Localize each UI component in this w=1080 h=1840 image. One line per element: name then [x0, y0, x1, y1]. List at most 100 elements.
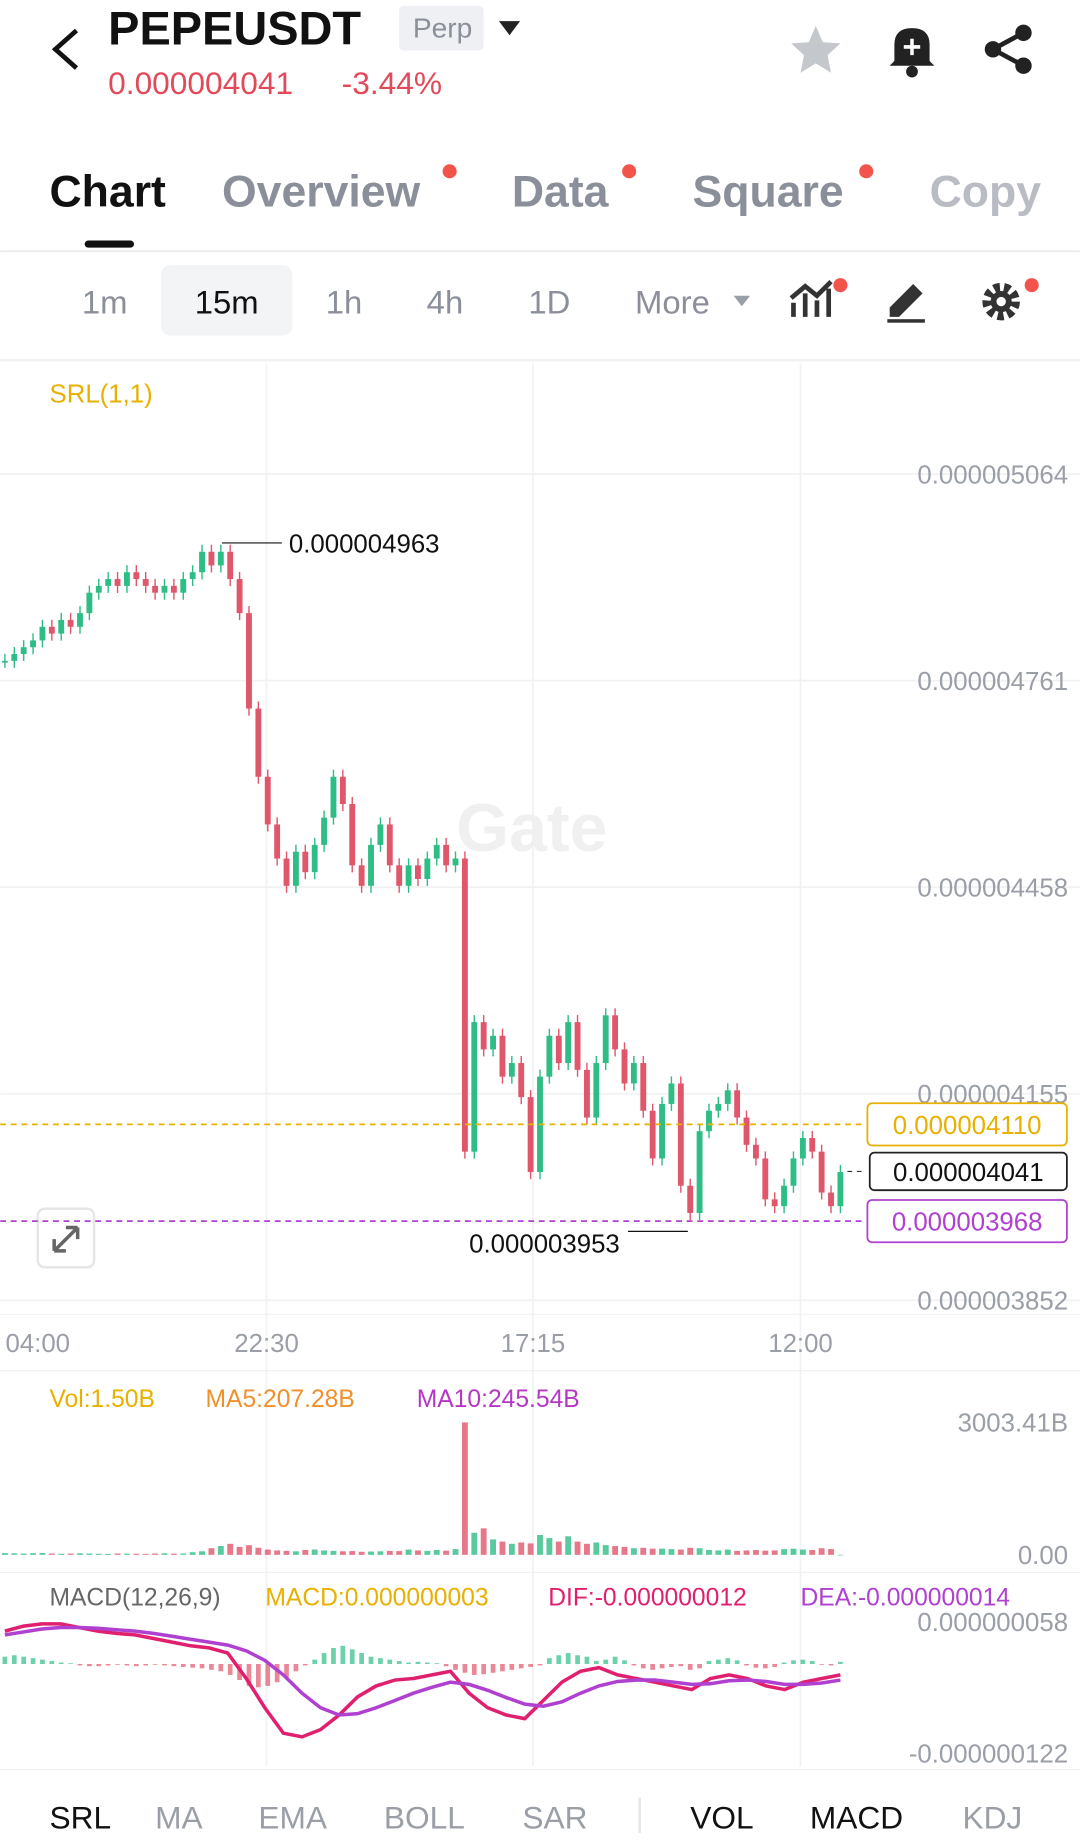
candle: [292, 851, 299, 886]
volume-bar: [630, 1548, 637, 1555]
candle: [696, 1131, 703, 1213]
candle: [828, 1192, 834, 1207]
indicator-icon[interactable]: [789, 278, 848, 317]
macd-bar: [321, 1653, 327, 1664]
volume-bar: [189, 1552, 196, 1555]
interval[interactable]: 1D: [528, 283, 570, 320]
candle: [236, 579, 243, 614]
candle: [377, 824, 384, 845]
candle: [584, 1069, 590, 1118]
x-tick-label: 04:00: [5, 1330, 70, 1358]
volume-bar: [828, 1549, 834, 1555]
macd-bar: [349, 1649, 355, 1664]
y-tick-label: 0.000004761: [917, 668, 1068, 696]
volume-bar: [114, 1553, 121, 1555]
macd-bar: [640, 1663, 646, 1669]
favorite-icon[interactable]: [791, 25, 841, 73]
macd-bar: [96, 1663, 102, 1667]
macd-bar: [87, 1663, 92, 1667]
macd-legend: MACD:0.000000003: [265, 1584, 488, 1611]
candle: [170, 585, 177, 593]
volume-bar: [818, 1548, 825, 1555]
settings-icon[interactable]: [982, 278, 1039, 321]
candle: [687, 1185, 694, 1213]
macd-bar: [453, 1663, 458, 1670]
interval[interactable]: 1h: [326, 283, 363, 320]
indicator-tab[interactable]: MACD: [810, 1799, 903, 1835]
interval[interactable]: 4h: [427, 283, 464, 320]
indicator-tab[interactable]: SAR: [522, 1799, 587, 1835]
high-label: 0.000004963: [289, 530, 440, 558]
macd-bar: [284, 1663, 289, 1678]
vol-legend: Vol:1.50B: [49, 1386, 154, 1413]
y-tick-label: 0.000005064: [917, 461, 1068, 489]
watermark: Gate: [456, 790, 607, 866]
candle: [302, 851, 309, 873]
indicator-tab[interactable]: MA: [155, 1799, 203, 1835]
volume-bar: [415, 1550, 421, 1555]
volume-bar: [809, 1549, 816, 1555]
candle: [461, 858, 468, 1152]
tab[interactable]: Copy: [930, 168, 1042, 217]
candle: [95, 585, 102, 593]
volume-bar: [330, 1550, 337, 1555]
x-tick-label: 17:15: [501, 1330, 566, 1358]
price: 0.000004041: [108, 65, 293, 101]
candle: [781, 1185, 788, 1207]
candle: [433, 844, 440, 859]
interval[interactable]: 15m: [195, 283, 259, 320]
candle: [227, 551, 234, 580]
macd-bar: [809, 1661, 815, 1664]
candle: [799, 1138, 806, 1159]
volume-bar: [443, 1550, 450, 1555]
more-arrow: [733, 295, 751, 307]
interval[interactable]: 1m: [82, 283, 128, 320]
symbol-dropdown[interactable]: [498, 21, 521, 36]
candle: [771, 1199, 778, 1207]
tab[interactable]: Square: [693, 168, 844, 217]
tab[interactable]: Overview: [222, 168, 421, 217]
last-price-box: [868, 1151, 1068, 1192]
volume-bar: [255, 1547, 262, 1555]
candle: [715, 1103, 722, 1111]
alert-icon[interactable]: [889, 28, 935, 78]
macd-bar: [396, 1661, 402, 1664]
candle: [593, 1063, 600, 1118]
x-tick-label: 12:00: [768, 1330, 833, 1358]
volume-bar: [565, 1536, 572, 1555]
candle: [452, 858, 459, 866]
tab[interactable]: Data: [512, 168, 610, 217]
macd-bar: [481, 1663, 487, 1675]
indicator-tab[interactable]: KDJ: [962, 1799, 1022, 1835]
indicator-tab[interactable]: BOLL: [384, 1799, 465, 1835]
macd-bar: [603, 1659, 609, 1664]
candle: [86, 592, 93, 614]
candle: [114, 579, 121, 586]
share-icon[interactable]: [984, 24, 1032, 74]
volume-bar: [105, 1553, 112, 1555]
indicator-tab[interactable]: SRL: [49, 1799, 111, 1835]
macd-bar: [509, 1663, 515, 1670]
interval[interactable]: More: [635, 283, 710, 320]
volume-bar: [30, 1553, 36, 1555]
macd-bar: [537, 1663, 543, 1666]
candle: [677, 1083, 684, 1186]
indicator-tab[interactable]: EMA: [258, 1799, 328, 1835]
macd-bar: [124, 1663, 130, 1666]
macd-bar: [471, 1663, 477, 1675]
candle: [790, 1158, 797, 1186]
volume-bar: [246, 1545, 252, 1555]
macd-bar: [772, 1663, 778, 1667]
indicator-tab[interactable]: VOL: [690, 1799, 753, 1835]
tab[interactable]: Chart: [49, 168, 166, 217]
macd-tick-label: 0.000000058: [917, 1609, 1068, 1637]
draw-icon[interactable]: [887, 283, 925, 323]
candle: [809, 1138, 816, 1152]
macd-bar: [227, 1663, 233, 1675]
candle: [30, 640, 36, 648]
expand-button[interactable]: [36, 1207, 96, 1269]
macd-bar: [518, 1663, 524, 1669]
volume-bar: [95, 1553, 102, 1555]
back-button[interactable]: [51, 28, 79, 70]
volume-bar: [227, 1543, 234, 1555]
